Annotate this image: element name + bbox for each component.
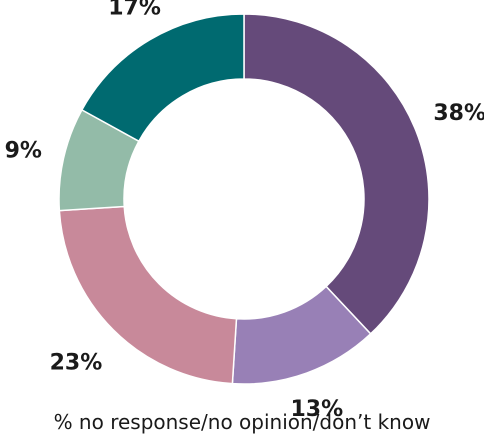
slice-label-3: 23% xyxy=(50,351,103,376)
donut-slices xyxy=(58,13,430,385)
slice-label-5: 17% xyxy=(108,0,161,20)
donut-slice-1 xyxy=(243,13,430,335)
slice-label-4: 9% xyxy=(5,139,42,164)
donut-slice-3 xyxy=(58,205,238,385)
slice-label-2: 13% xyxy=(290,397,343,422)
slice-label-1: 38% xyxy=(433,101,484,126)
chart-footnote: % no response/no opinion/don’t know xyxy=(53,410,431,434)
donut-slice-5 xyxy=(80,13,245,143)
slice-labels: 38% 13% 23% 9% 17% xyxy=(5,0,484,422)
